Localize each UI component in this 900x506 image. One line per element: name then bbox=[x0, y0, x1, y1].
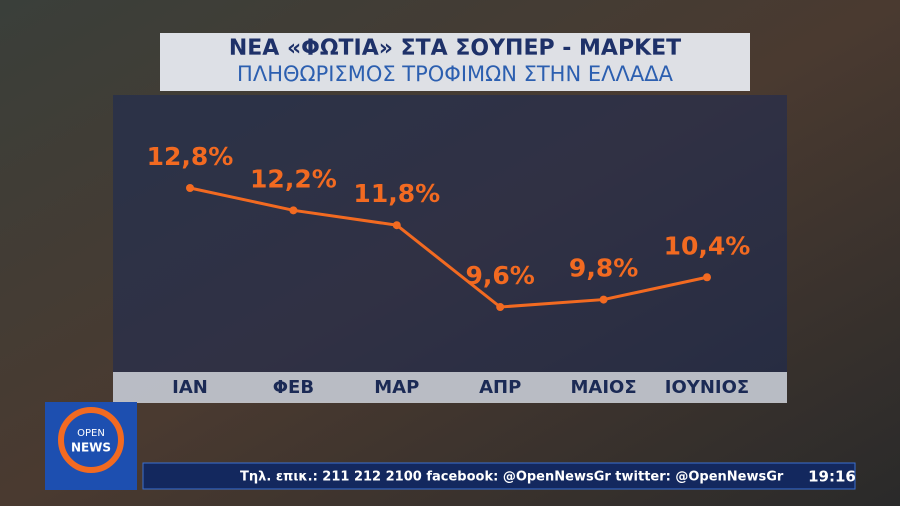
clock: 19:16 bbox=[808, 468, 856, 486]
x-tick-label: ΑΠΡ bbox=[479, 377, 521, 398]
data-label: 9,8% bbox=[569, 254, 638, 283]
x-tick-label: ΙΑΝ bbox=[172, 377, 208, 398]
logo-text: OPEN bbox=[77, 428, 105, 439]
ticker-bar bbox=[142, 462, 856, 490]
data-label: 11,8% bbox=[353, 179, 440, 208]
line bbox=[189, 186, 708, 309]
point bbox=[392, 221, 401, 230]
x-tick-label: ΜΑΙΟΣ bbox=[571, 377, 637, 398]
x-tick-label: ΙΟΥΝΙΟΣ bbox=[665, 377, 749, 398]
point bbox=[599, 295, 608, 304]
point bbox=[186, 184, 194, 192]
data-label: 12,8% bbox=[147, 142, 234, 171]
category-strip bbox=[113, 372, 787, 403]
x-tick-label: ΜΑΡ bbox=[374, 377, 419, 398]
ticker-text: Τηλ. επικ.: 211 212 2100 facebook: @Open… bbox=[240, 470, 784, 485]
point bbox=[289, 206, 298, 215]
chart-panel bbox=[113, 95, 787, 401]
data-label: 12,2% bbox=[250, 164, 337, 193]
logo-text: NEWS bbox=[71, 441, 111, 455]
plot: ΙΑΝ ΦΕΒ ΜΑΡ ΑΠΡ ΜΑΙΟΣ ΙΟΥΝΙΟΣ 12,8% 12,2% 11,8% 9… bbox=[147, 142, 751, 398]
point bbox=[496, 303, 505, 311]
title-box bbox=[160, 33, 750, 91]
data-label: 10,4% bbox=[664, 231, 751, 260]
x-tick-label: ΦΕΒ bbox=[273, 377, 314, 398]
chart-title: ΝΕΑ «ΦΩΤΙΑ» ΣΤΑ ΣΟΥΠΕΡ - ΜΑΡΚΕΤ bbox=[229, 36, 681, 61]
chart-subtitle: ΠΛΗΘΩΡΙΣΜΟΣ ΤΡΟΦΙΜΩΝ ΣΤΗΝ ΕΛΛΑΔΑ bbox=[237, 62, 674, 86]
point bbox=[703, 273, 711, 282]
logo-ring bbox=[58, 407, 124, 473]
data-label: 9,6% bbox=[466, 261, 535, 290]
